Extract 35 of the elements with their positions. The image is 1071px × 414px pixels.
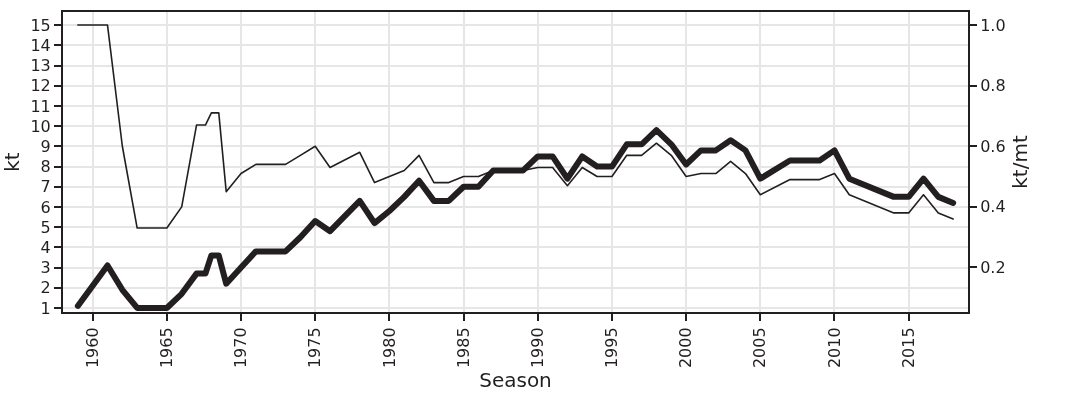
x-tick-label: 1960 — [82, 327, 102, 369]
x-tick-label: 1995 — [602, 327, 622, 369]
x-tick-label: 1980 — [379, 327, 399, 369]
y-tick-label: 7 — [40, 177, 51, 197]
x-tick-label: 1975 — [305, 327, 325, 369]
x-tick-label: 1985 — [453, 327, 473, 369]
y-axis-title: kt — [0, 152, 24, 172]
y-tick-label: 5 — [40, 217, 51, 237]
y-tick-label: 12 — [30, 76, 51, 96]
x-axis-title: Season — [479, 368, 552, 393]
y-tick-label: 9 — [40, 136, 51, 156]
y2-tick-label: 0.2 — [980, 258, 1006, 278]
y-tick-label: 4 — [40, 237, 51, 257]
y-tick-label: 8 — [40, 157, 51, 177]
y-tick-label: 6 — [40, 197, 51, 217]
x-tick-label: 1990 — [527, 327, 547, 369]
y-tick-label: 10 — [30, 116, 51, 136]
y-tick-label: 13 — [30, 56, 51, 76]
y2-tick-label: 1.0 — [980, 15, 1006, 35]
x-tick-label: 1970 — [231, 327, 251, 369]
y-tick-label: 2 — [40, 278, 51, 298]
y-tick-label: 15 — [30, 15, 51, 35]
y-tick-label: 1 — [40, 298, 51, 318]
x-tick-label: 2000 — [676, 327, 696, 369]
y-tick-label: 11 — [30, 96, 51, 116]
y2-tick-label: 0.4 — [980, 197, 1006, 217]
y2-tick-label: 0.6 — [980, 136, 1006, 156]
y2-axis-title: kt/mt — [1007, 135, 1032, 189]
x-tick-label: 2010 — [824, 327, 844, 369]
x-tick-label: 1965 — [157, 327, 177, 369]
x-tick-label: 2005 — [750, 327, 770, 369]
y-tick-label: 3 — [40, 258, 51, 278]
y-tick-label: 14 — [30, 35, 51, 55]
y2-tick-label: 0.8 — [980, 76, 1006, 96]
x-tick-label: 2015 — [898, 327, 918, 369]
